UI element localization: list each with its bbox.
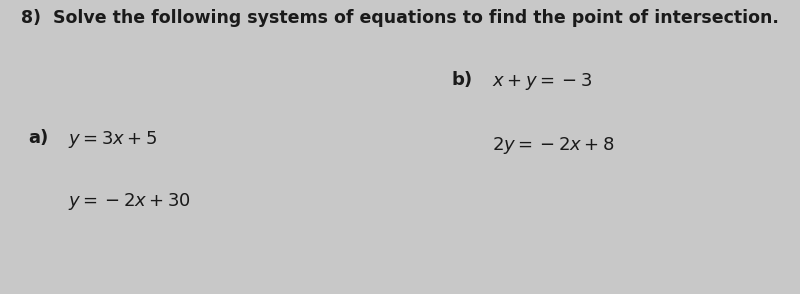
Text: $y = 3x + 5$: $y = 3x + 5$ xyxy=(68,129,158,150)
Text: $x + y = -3$: $x + y = -3$ xyxy=(492,71,592,91)
Text: b): b) xyxy=(452,71,473,88)
Text: $2y = -2x + 8$: $2y = -2x + 8$ xyxy=(492,135,614,156)
Text: a): a) xyxy=(28,129,48,147)
Text: $y = -2x + 30$: $y = -2x + 30$ xyxy=(68,191,191,212)
Text: 8)  Solve the following systems of equations to find the point of intersection.: 8) Solve the following systems of equati… xyxy=(21,9,779,27)
